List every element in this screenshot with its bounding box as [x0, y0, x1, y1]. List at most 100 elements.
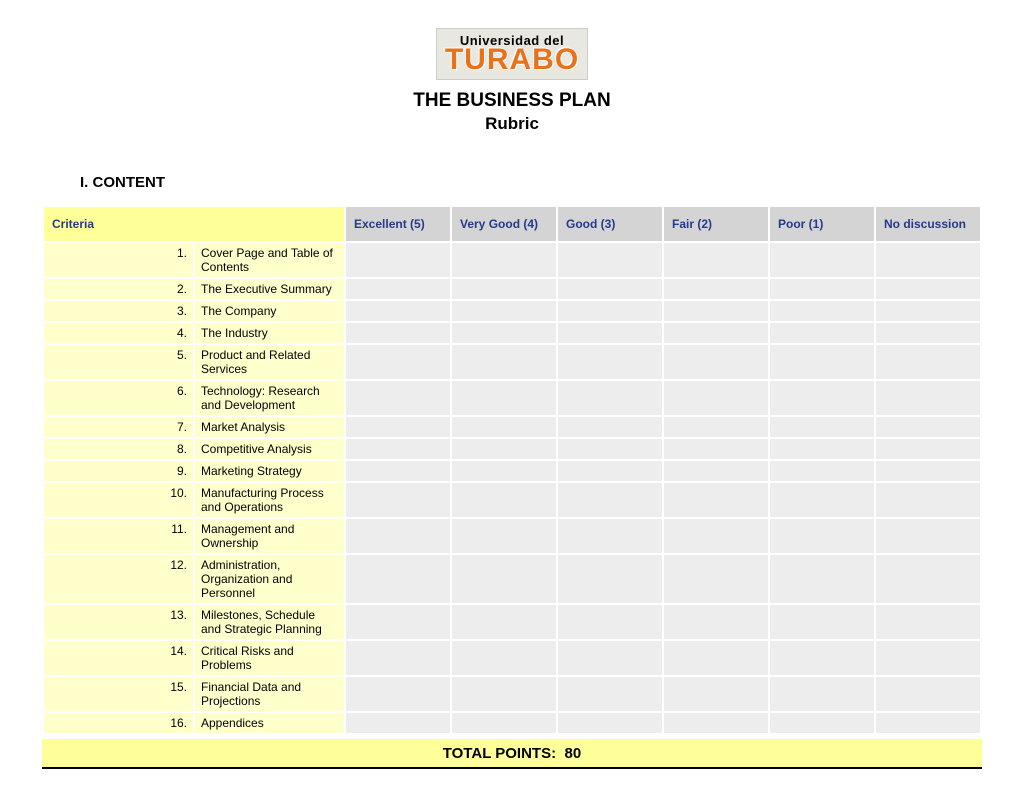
score-cell — [876, 519, 980, 553]
score-cell — [770, 555, 874, 603]
page-title: THE BUSINESS PLAN — [0, 90, 1024, 112]
criteria-label: The Industry — [195, 323, 344, 343]
table-row: 10.Manufacturing Process and Operations — [44, 483, 980, 517]
score-cell — [770, 461, 874, 481]
score-cell — [452, 279, 556, 299]
score-cell — [770, 381, 874, 415]
row-number: 6. — [44, 381, 193, 415]
table-row: 12.Administration, Organization and Pers… — [44, 555, 980, 603]
score-cell — [558, 483, 662, 517]
score-cell — [664, 461, 768, 481]
score-cell — [452, 713, 556, 733]
rubric-table: Criteria Excellent (5) Very Good (4) Goo… — [42, 205, 982, 735]
score-cell — [876, 345, 980, 379]
rubric-tbody: 1.Cover Page and Table of Contents2.The … — [44, 243, 980, 733]
score-cell — [558, 555, 662, 603]
score-cell — [664, 605, 768, 639]
score-cell — [346, 243, 450, 277]
scale-header: Fair (2) — [664, 207, 768, 241]
criteria-label: Administration, Organization and Personn… — [195, 555, 344, 603]
row-number: 13. — [44, 605, 193, 639]
score-cell — [558, 519, 662, 553]
row-number: 4. — [44, 323, 193, 343]
score-cell — [664, 555, 768, 603]
score-cell — [770, 417, 874, 437]
score-cell — [770, 605, 874, 639]
row-number: 16. — [44, 713, 193, 733]
criteria-label: The Executive Summary — [195, 279, 344, 299]
score-cell — [664, 243, 768, 277]
score-cell — [452, 417, 556, 437]
score-cell — [770, 677, 874, 711]
table-row: 7.Market Analysis — [44, 417, 980, 437]
score-cell — [876, 381, 980, 415]
criteria-label: Manufacturing Process and Operations — [195, 483, 344, 517]
score-cell — [876, 641, 980, 675]
score-cell — [346, 439, 450, 459]
score-cell — [452, 677, 556, 711]
score-cell — [664, 519, 768, 553]
score-cell — [558, 381, 662, 415]
criteria-header: Criteria — [44, 207, 344, 241]
score-cell — [664, 345, 768, 379]
table-row: 3.The Company — [44, 301, 980, 321]
table-row: 8.Competitive Analysis — [44, 439, 980, 459]
score-cell — [346, 677, 450, 711]
score-cell — [876, 461, 980, 481]
row-number: 9. — [44, 461, 193, 481]
score-cell — [346, 713, 450, 733]
score-cell — [346, 279, 450, 299]
table-row: 9.Marketing Strategy — [44, 461, 980, 481]
score-cell — [346, 417, 450, 437]
scale-header: No discussion — [876, 207, 980, 241]
total-value: 80 — [565, 745, 582, 762]
table-row: 6.Technology: Research and Development — [44, 381, 980, 415]
score-cell — [452, 461, 556, 481]
table-row: 14.Critical Risks and Problems — [44, 641, 980, 675]
title-block: THE BUSINESS PLAN Rubric — [0, 90, 1024, 134]
score-cell — [452, 381, 556, 415]
score-cell — [346, 555, 450, 603]
table-row: 13.Milestones, Schedule and Strategic Pl… — [44, 605, 980, 639]
row-number: 15. — [44, 677, 193, 711]
row-number: 7. — [44, 417, 193, 437]
score-cell — [770, 301, 874, 321]
score-cell — [346, 301, 450, 321]
score-cell — [876, 677, 980, 711]
score-cell — [664, 323, 768, 343]
score-cell — [664, 301, 768, 321]
score-cell — [558, 301, 662, 321]
row-number: 14. — [44, 641, 193, 675]
criteria-label: The Company — [195, 301, 344, 321]
row-number: 11. — [44, 519, 193, 553]
score-cell — [664, 439, 768, 459]
row-number: 5. — [44, 345, 193, 379]
score-cell — [346, 345, 450, 379]
table-row: 2.The Executive Summary — [44, 279, 980, 299]
score-cell — [876, 243, 980, 277]
university-logo: Universidad del TURABO — [436, 28, 588, 80]
score-cell — [452, 605, 556, 639]
score-cell — [452, 323, 556, 343]
score-cell — [770, 243, 874, 277]
score-cell — [558, 677, 662, 711]
score-cell — [452, 301, 556, 321]
score-cell — [558, 345, 662, 379]
score-cell — [452, 243, 556, 277]
criteria-label: Critical Risks and Problems — [195, 641, 344, 675]
score-cell — [346, 461, 450, 481]
score-cell — [876, 713, 980, 733]
score-cell — [346, 519, 450, 553]
row-number: 10. — [44, 483, 193, 517]
score-cell — [876, 301, 980, 321]
score-cell — [452, 519, 556, 553]
score-cell — [876, 605, 980, 639]
score-cell — [452, 555, 556, 603]
row-number: 12. — [44, 555, 193, 603]
score-cell — [558, 243, 662, 277]
table-row: 11.Management and Ownership — [44, 519, 980, 553]
score-cell — [770, 439, 874, 459]
score-cell — [770, 483, 874, 517]
criteria-label: Milestones, Schedule and Strategic Plann… — [195, 605, 344, 639]
criteria-label: Product and Related Services — [195, 345, 344, 379]
